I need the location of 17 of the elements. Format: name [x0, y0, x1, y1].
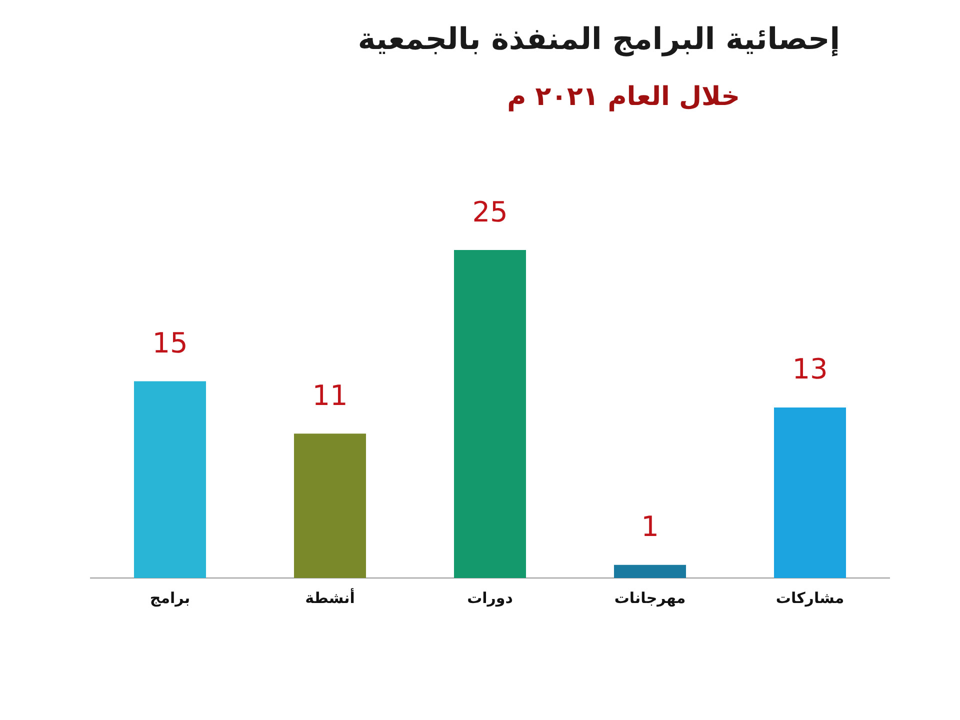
- bar: [774, 407, 846, 578]
- chart-subtitle: خلال العام ٢٠٢١ م: [506, 82, 740, 112]
- x-tick-label: دورات: [467, 588, 514, 607]
- data-label: 1: [641, 510, 659, 544]
- x-tick-label: مهرجانات: [614, 588, 686, 607]
- bar: [134, 381, 206, 578]
- data-label: 13: [792, 352, 828, 386]
- chart-title: إحصائية البرامج المنفذة بالجمعية: [356, 22, 840, 57]
- x-tick-label: أنشطة: [305, 588, 355, 607]
- data-label: 25: [472, 195, 508, 228]
- bar: [294, 434, 366, 578]
- bar: [614, 564, 686, 578]
- data-label: 11: [312, 378, 348, 412]
- x-tick-label: برامج: [150, 588, 190, 607]
- data-label: 15: [152, 326, 188, 360]
- bar: [454, 250, 526, 578]
- x-tick-label: مشاركات: [776, 588, 844, 607]
